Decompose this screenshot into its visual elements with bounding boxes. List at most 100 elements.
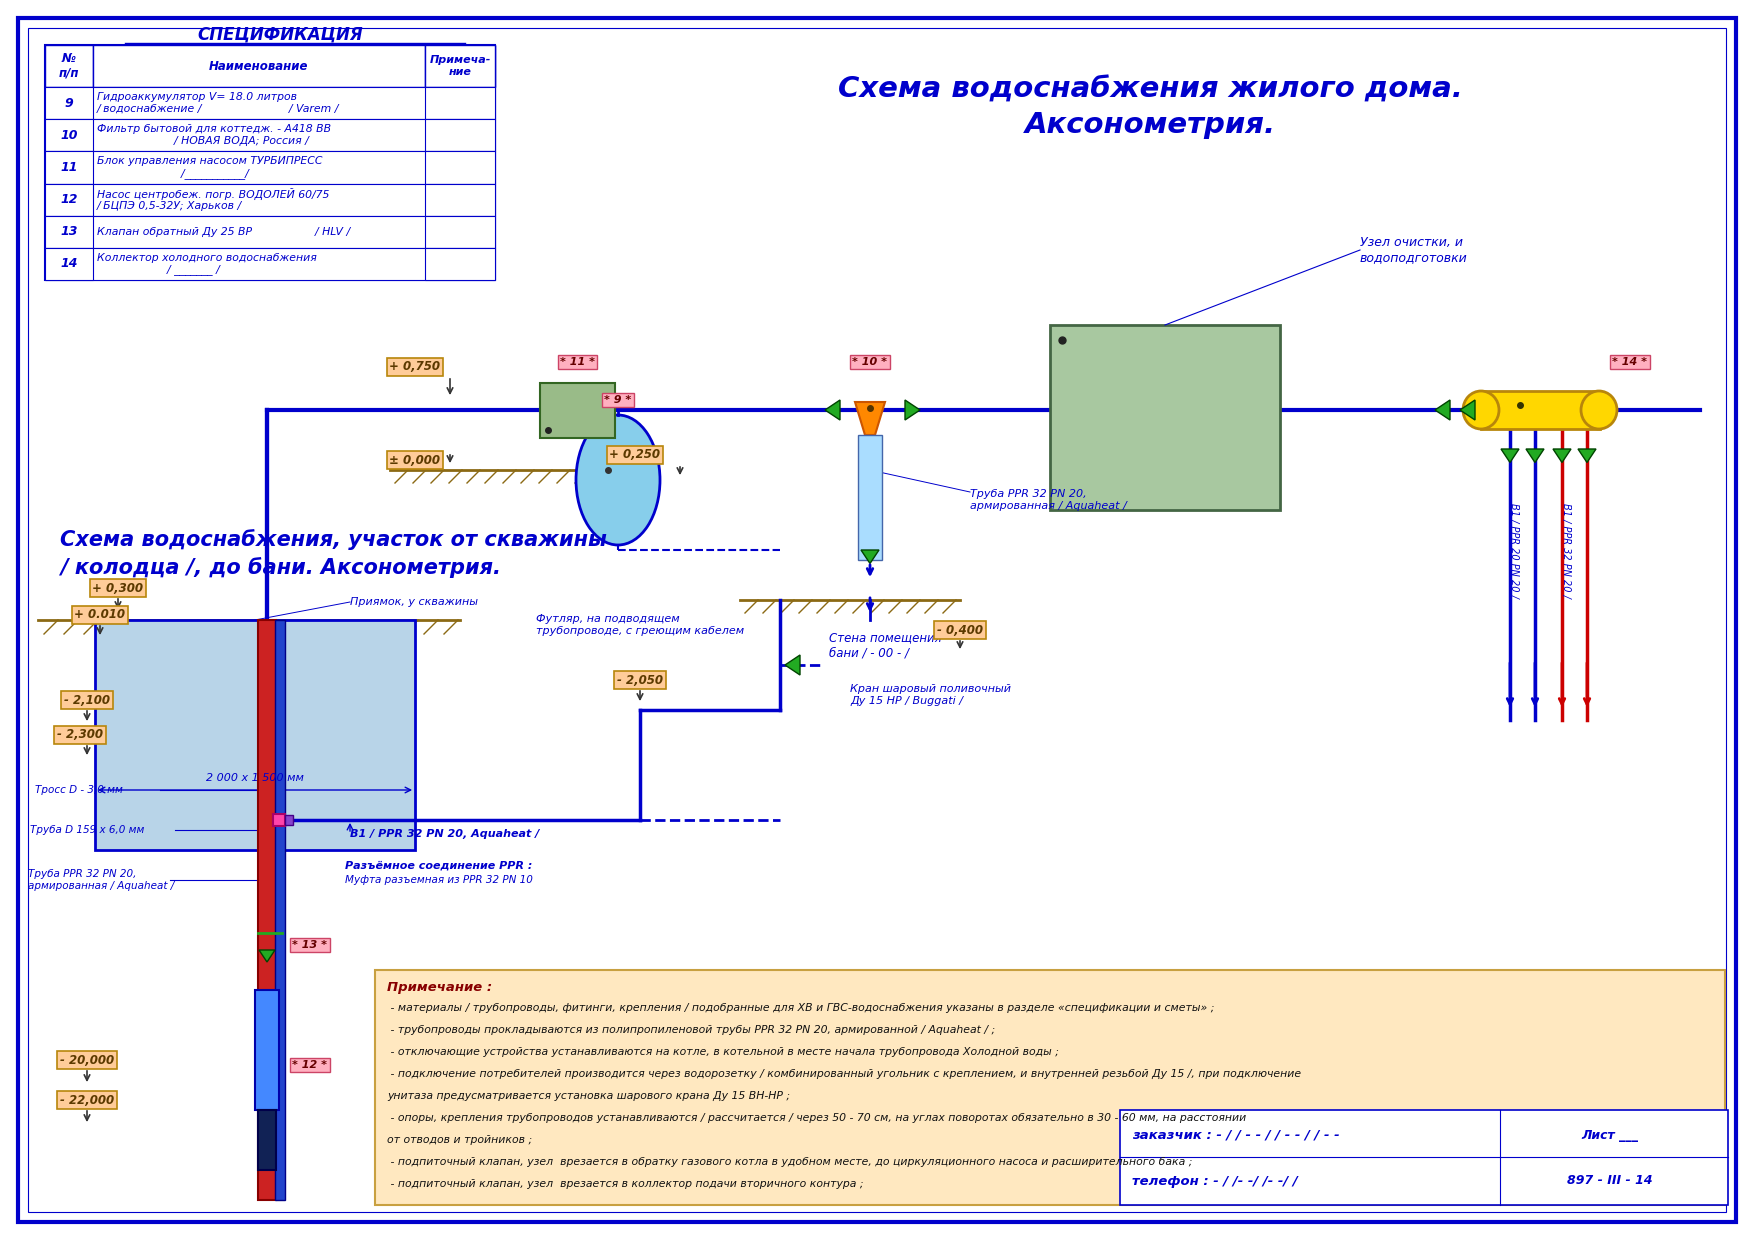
Text: №
п/п: № п/п — [58, 52, 79, 81]
Bar — [424, 119, 495, 151]
Bar — [46, 216, 93, 248]
Bar — [275, 620, 284, 1200]
Text: - трубопроводы прокладываются из полипропиленовой трубы PPR 32 PN 20, армированн: - трубопроводы прокладываются из полипро… — [388, 1025, 995, 1035]
Bar — [540, 382, 616, 438]
Bar — [46, 87, 495, 119]
Text: Труба PPR 32 PN 20,
армированная / Aquaheat /: Труба PPR 32 PN 20, армированная / Aquah… — [28, 869, 174, 890]
Text: Узел очистки, и
водоподготовки: Узел очистки, и водоподготовки — [1359, 236, 1468, 264]
Text: Труба D 159 х 6,0 мм: Труба D 159 х 6,0 мм — [30, 825, 144, 835]
Bar — [284, 815, 293, 825]
Text: Аксонометрия.: Аксонометрия. — [1024, 112, 1275, 139]
Text: * 11 *: * 11 * — [560, 357, 595, 367]
Bar — [1480, 391, 1600, 429]
Bar — [375, 970, 1724, 1205]
Text: Фильтр бытовой для коттедж. - А418 ВВ
                      / НОВАЯ ВОДА; Россия: Фильтр бытовой для коттедж. - А418 ВВ / … — [96, 124, 332, 146]
Text: Муфта разъемная из PPR 32 PN 10: Муфта разъемная из PPR 32 PN 10 — [346, 875, 533, 885]
Text: 11: 11 — [60, 161, 77, 174]
Text: Блок управления насосом ТУРБИПРЕСС
                        /___________/: Блок управления насосом ТУРБИПРЕСС /____… — [96, 156, 323, 179]
Bar — [46, 248, 495, 280]
Text: Схема водоснабжения, участок от скважины: Схема водоснабжения, участок от скважины — [60, 529, 607, 551]
Bar — [93, 45, 424, 87]
Text: 897 - III - 14: 897 - III - 14 — [1566, 1174, 1652, 1188]
Text: В1 / PPR 20 PN 20 /: В1 / PPR 20 PN 20 / — [1508, 502, 1519, 598]
Text: 14: 14 — [60, 258, 77, 270]
Text: + 0.010: + 0.010 — [74, 609, 126, 621]
Text: Схема водоснабжения жилого дома.: Схема водоснабжения жилого дома. — [838, 76, 1463, 104]
Bar — [46, 119, 93, 151]
Bar — [46, 184, 93, 216]
Text: - подпиточный клапан, узел  врезается в коллектор подачи вторичного контура ;: - подпиточный клапан, узел врезается в к… — [388, 1179, 863, 1189]
Bar — [95, 620, 416, 849]
Polygon shape — [260, 950, 275, 962]
Ellipse shape — [1463, 391, 1500, 429]
Bar — [424, 87, 495, 119]
Text: 12: 12 — [60, 193, 77, 206]
Polygon shape — [905, 401, 921, 420]
Text: + 0,300: + 0,300 — [93, 582, 144, 594]
Text: - 2,050: - 2,050 — [617, 673, 663, 687]
Text: - 2,100: - 2,100 — [63, 693, 111, 707]
Text: * 12 *: * 12 * — [293, 1060, 328, 1070]
Text: Клапан обратный Ду 25 ВР                  / HLV /: Клапан обратный Ду 25 ВР / HLV / — [96, 227, 351, 237]
Text: * 10 *: * 10 * — [852, 357, 888, 367]
Bar — [46, 87, 93, 119]
Text: унитаза предусматривается установка шарового крана Ду 15 ВН-НР ;: унитаза предусматривается установка шаро… — [388, 1091, 789, 1101]
Text: Примечание :: Примечание : — [388, 982, 493, 994]
Bar — [1121, 1110, 1728, 1205]
Text: + 0,750: + 0,750 — [389, 361, 440, 373]
Bar — [258, 1110, 275, 1171]
Bar — [46, 151, 495, 184]
Polygon shape — [861, 551, 879, 563]
Polygon shape — [824, 401, 840, 420]
Polygon shape — [1526, 449, 1544, 463]
Polygon shape — [854, 402, 886, 435]
Bar — [258, 620, 275, 1200]
Bar — [1051, 325, 1280, 510]
Text: телефон : - / /- -/ /- -/ /: телефон : - / /- -/ /- -/ / — [1131, 1174, 1298, 1188]
Ellipse shape — [575, 415, 660, 546]
Text: - 20,000: - 20,000 — [60, 1054, 114, 1066]
Bar — [858, 435, 882, 560]
Text: - опоры, крепления трубопроводов устанавливаются / рассчитается / через 50 - 70 : - опоры, крепления трубопроводов устанав… — [388, 1114, 1247, 1123]
Text: Тросс D - 3,0 мм: Тросс D - 3,0 мм — [35, 785, 123, 795]
Polygon shape — [1579, 449, 1596, 463]
Text: Разъёмное соединение PPR :: Разъёмное соединение PPR : — [346, 861, 533, 870]
Text: * 13 *: * 13 * — [293, 940, 328, 950]
Bar — [46, 151, 93, 184]
Bar — [46, 248, 93, 280]
Polygon shape — [1501, 449, 1519, 463]
Polygon shape — [1435, 401, 1451, 420]
Text: * 9 *: * 9 * — [605, 396, 631, 405]
Bar — [424, 248, 495, 280]
Text: 9: 9 — [65, 97, 74, 109]
Bar — [424, 216, 495, 248]
Text: 10: 10 — [60, 129, 77, 141]
Text: Насос центробеж. погр. ВОДОЛЕЙ 60/75
/ БЦПЭ 0,5-32У; Харьков /: Насос центробеж. погр. ВОДОЛЕЙ 60/75 / Б… — [96, 187, 330, 211]
Text: / колодца /, до бани. Аксонометрия.: / колодца /, до бани. Аксонометрия. — [60, 558, 502, 579]
Bar — [46, 119, 495, 151]
Text: Кран шаровый поливочный
Ду 15 НР / Buggati /: Кран шаровый поливочный Ду 15 НР / Bugga… — [851, 684, 1010, 706]
Text: - отключающие устройства устанавливаются на котле, в котельной в месте начала тр: - отключающие устройства устанавливаются… — [388, 1047, 1059, 1056]
Text: Гидроаккумулятор V= 18.0 литров
/ водоснабжение /                         / Vare: Гидроаккумулятор V= 18.0 литров / водосн… — [96, 92, 339, 114]
Ellipse shape — [1580, 391, 1617, 429]
Bar — [46, 184, 495, 216]
Bar — [46, 45, 93, 87]
Text: - подключение потребителей производится через водорозетку / комбинированный угол: - подключение потребителей производится … — [388, 1069, 1301, 1079]
Text: Коллектор холодного водоснабжения
                    / _______ /: Коллектор холодного водоснабжения / ____… — [96, 253, 317, 275]
Text: В1 / PPR 32 PN 20, Aquaheat /: В1 / PPR 32 PN 20, Aquaheat / — [351, 830, 540, 839]
Text: 2 000 x 1 500 мм: 2 000 x 1 500 мм — [205, 773, 303, 782]
Text: Лист ___: Лист ___ — [1582, 1128, 1638, 1142]
Text: - 22,000: - 22,000 — [60, 1094, 114, 1106]
Polygon shape — [1459, 401, 1475, 420]
Text: * 14 *: * 14 * — [1612, 357, 1647, 367]
Bar — [46, 45, 495, 87]
Text: - 2,300: - 2,300 — [56, 729, 103, 742]
Text: Наименование: Наименование — [209, 60, 309, 72]
Bar — [424, 45, 495, 87]
Text: Футляр, на подводящем
трубопроводе, с греющим кабелем: Футляр, на подводящем трубопроводе, с гр… — [537, 614, 744, 636]
Bar — [46, 216, 495, 248]
Text: заказчик : - / / - - / / - - / / - -: заказчик : - / / - - / / - - / / - - — [1131, 1128, 1340, 1142]
Text: - подпиточный клапан, узел  врезается в обратку газового котла в удобном месте, : - подпиточный клапан, узел врезается в о… — [388, 1157, 1193, 1167]
Text: - материалы / трубопроводы, фитинги, крепления / подобранные для ХВ и ГВС-водосн: - материалы / трубопроводы, фитинги, кре… — [388, 1003, 1214, 1013]
Text: + 0,250: + 0,250 — [609, 449, 661, 461]
